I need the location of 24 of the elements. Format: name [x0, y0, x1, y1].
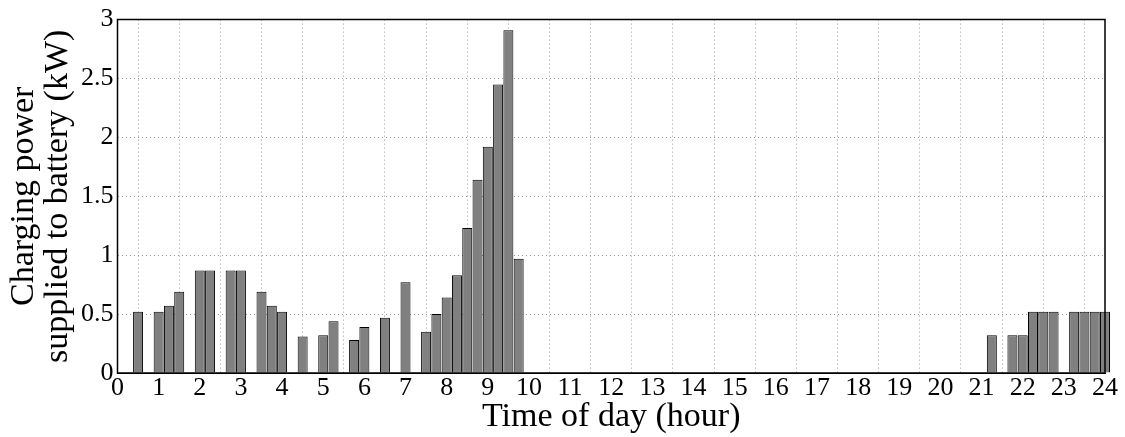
- x-tick-label: 4: [275, 372, 289, 402]
- y-axis-title: Charging power supplied to battery (kW): [2, 29, 75, 363]
- y-tick-label: 2: [100, 121, 114, 151]
- y-tick-label: 3: [100, 3, 114, 33]
- x-tick-label: 3: [234, 372, 248, 402]
- x-tick-label: 22: [1009, 372, 1036, 402]
- y-tick-label: 1: [100, 239, 114, 269]
- x-tick-label: 5: [316, 372, 330, 402]
- x-tick-label: 16: [762, 372, 789, 402]
- x-tick-label: 18: [845, 372, 872, 402]
- x-tick-label: 6: [357, 372, 371, 402]
- x-tick-label: 1: [152, 372, 166, 402]
- y-tick-label: 1.5: [81, 180, 114, 210]
- x-tick-label: 2: [193, 372, 207, 402]
- x-tick-label: 21: [968, 372, 995, 402]
- y-tick-label: 0.5: [81, 297, 114, 327]
- x-tick-label: 20: [927, 372, 954, 402]
- x-tick-label: 24: [1092, 372, 1118, 402]
- x-tick-label: 19: [886, 372, 913, 402]
- x-tick-label: 8: [440, 372, 454, 402]
- x-tick-label: 7: [399, 372, 413, 402]
- x-tick-label: 17: [803, 372, 830, 402]
- y-tick-label: 2.5: [81, 62, 114, 92]
- x-tick-label: 23: [1050, 372, 1077, 402]
